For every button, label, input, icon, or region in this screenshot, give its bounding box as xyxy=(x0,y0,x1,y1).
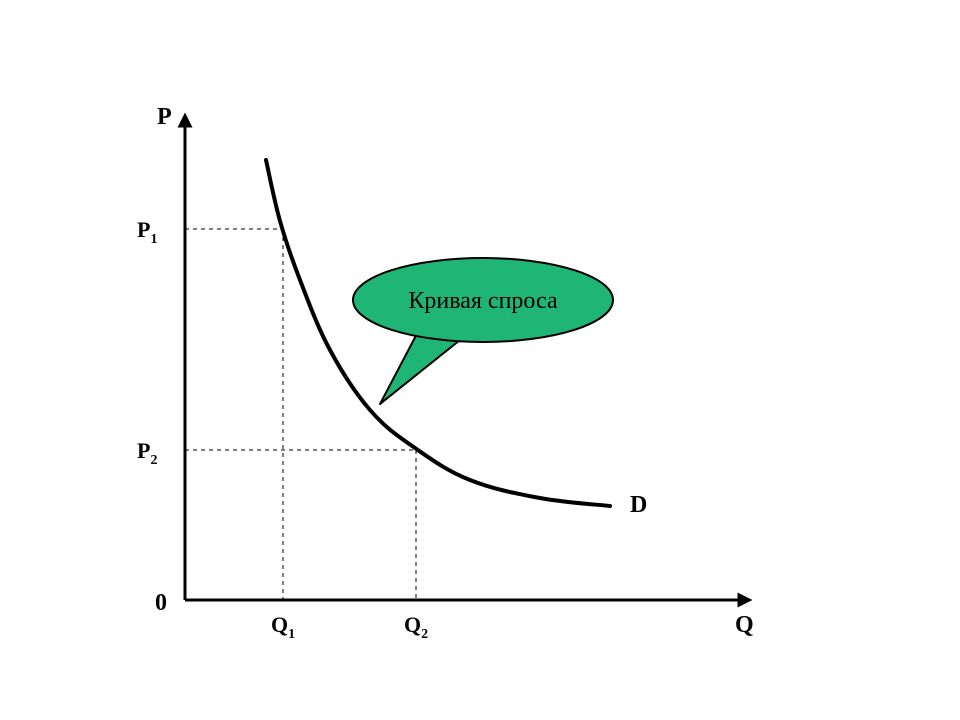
callout-text: Кривая спроса xyxy=(408,288,558,314)
x-axis-label: Q xyxy=(735,612,754,638)
demand-curve-label: D xyxy=(630,492,647,518)
y-axis-label: P xyxy=(157,104,172,130)
demand-curve-chart: PQ0P1Q1P2Q2DКривая спроса xyxy=(0,0,960,720)
origin-label: 0 xyxy=(155,590,167,616)
